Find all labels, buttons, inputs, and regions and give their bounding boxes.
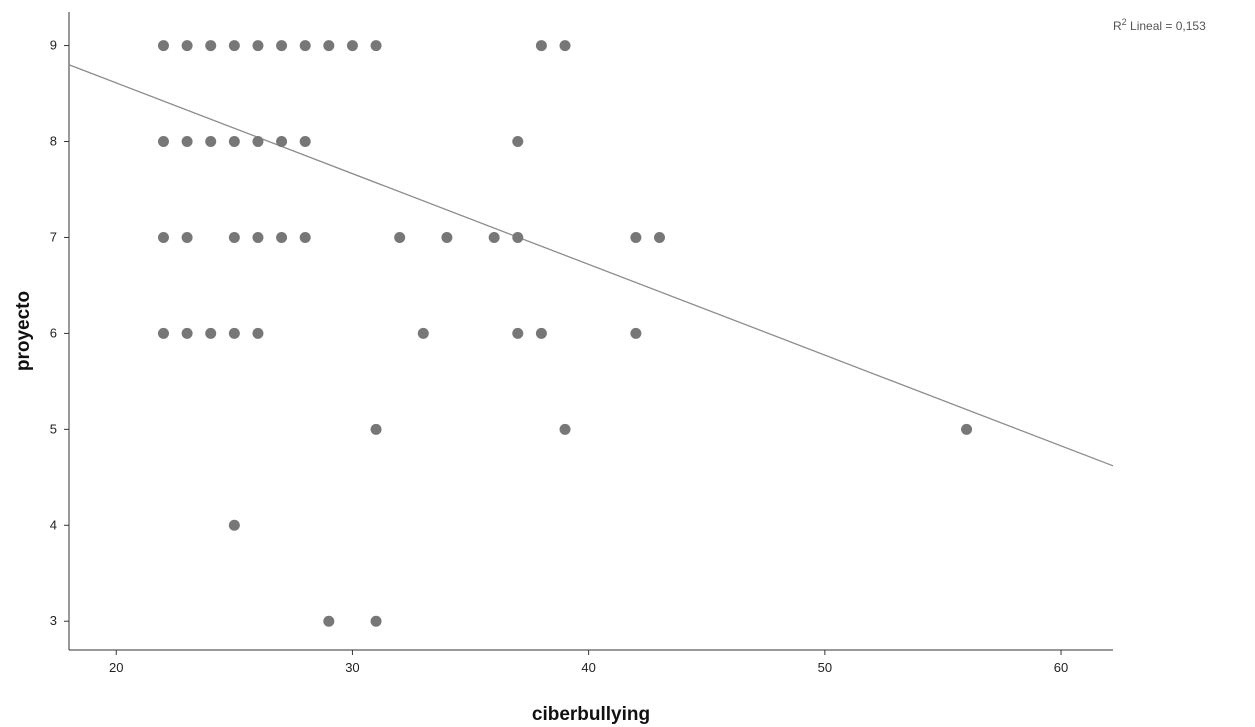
data-point <box>228 327 240 339</box>
data-point <box>228 136 240 148</box>
data-point <box>961 423 973 435</box>
data-point <box>394 231 406 243</box>
x-tick-label: 60 <box>1054 660 1068 675</box>
data-point <box>276 40 288 52</box>
x-tick-label: 20 <box>109 660 123 675</box>
y-tick-label: 5 <box>50 421 57 436</box>
data-point <box>299 136 311 148</box>
data-point <box>205 40 217 52</box>
data-point <box>157 327 169 339</box>
y-tick-label: 7 <box>50 229 57 244</box>
data-point <box>252 231 264 243</box>
data-point <box>653 231 665 243</box>
r-squared-text: Lineal = 0,153 <box>1127 19 1206 33</box>
data-point <box>228 231 240 243</box>
data-point <box>157 40 169 52</box>
axes <box>68 12 1113 651</box>
y-tick-label: 3 <box>50 613 57 628</box>
data-point <box>157 136 169 148</box>
x-tick-label: 40 <box>581 660 595 675</box>
r-squared-sup: 2 <box>1122 17 1127 27</box>
data-point <box>512 136 524 148</box>
data-points <box>157 40 973 627</box>
x-tick-label: 50 <box>818 660 832 675</box>
data-point <box>630 231 642 243</box>
data-point <box>276 136 288 148</box>
data-point <box>559 40 571 52</box>
data-point <box>323 615 335 627</box>
data-point <box>181 231 193 243</box>
data-point <box>181 327 193 339</box>
data-point <box>417 327 429 339</box>
data-point <box>346 40 358 52</box>
y-axis-title: proyecto <box>13 291 34 371</box>
data-point <box>181 40 193 52</box>
regression-line <box>68 64 1114 467</box>
data-point <box>252 327 264 339</box>
data-point <box>299 231 311 243</box>
fit-line-group <box>68 64 1114 467</box>
data-point <box>252 136 264 148</box>
x-axis-title: ciberbullying <box>532 704 650 725</box>
data-point <box>535 40 547 52</box>
y-tick-label: 6 <box>50 325 57 340</box>
y-tick-label: 8 <box>50 134 57 149</box>
data-point <box>370 40 382 52</box>
data-point <box>228 40 240 52</box>
data-point <box>559 423 571 435</box>
data-point <box>205 327 217 339</box>
r-squared-prefix: R <box>1113 19 1122 33</box>
data-point <box>252 40 264 52</box>
y-tick-label: 4 <box>50 517 57 532</box>
x-tick-label: 30 <box>345 660 359 675</box>
data-point <box>205 136 217 148</box>
data-point <box>181 136 193 148</box>
data-point <box>299 40 311 52</box>
data-point <box>512 231 524 243</box>
data-point <box>488 231 500 243</box>
data-point <box>512 327 524 339</box>
data-point <box>370 615 382 627</box>
y-tick-label: 9 <box>50 38 57 53</box>
data-point <box>370 423 382 435</box>
data-point <box>228 519 240 531</box>
data-point <box>630 327 642 339</box>
data-point <box>441 231 453 243</box>
data-point <box>323 40 335 52</box>
data-point <box>157 231 169 243</box>
data-point <box>276 231 288 243</box>
y-ticks: 3 4 5 6 7 8 9 <box>50 38 69 628</box>
data-point <box>535 327 547 339</box>
r-squared-label: R2 Lineal = 0,153 <box>1113 17 1206 33</box>
x-ticks: 20 30 40 50 60 <box>109 650 1068 675</box>
